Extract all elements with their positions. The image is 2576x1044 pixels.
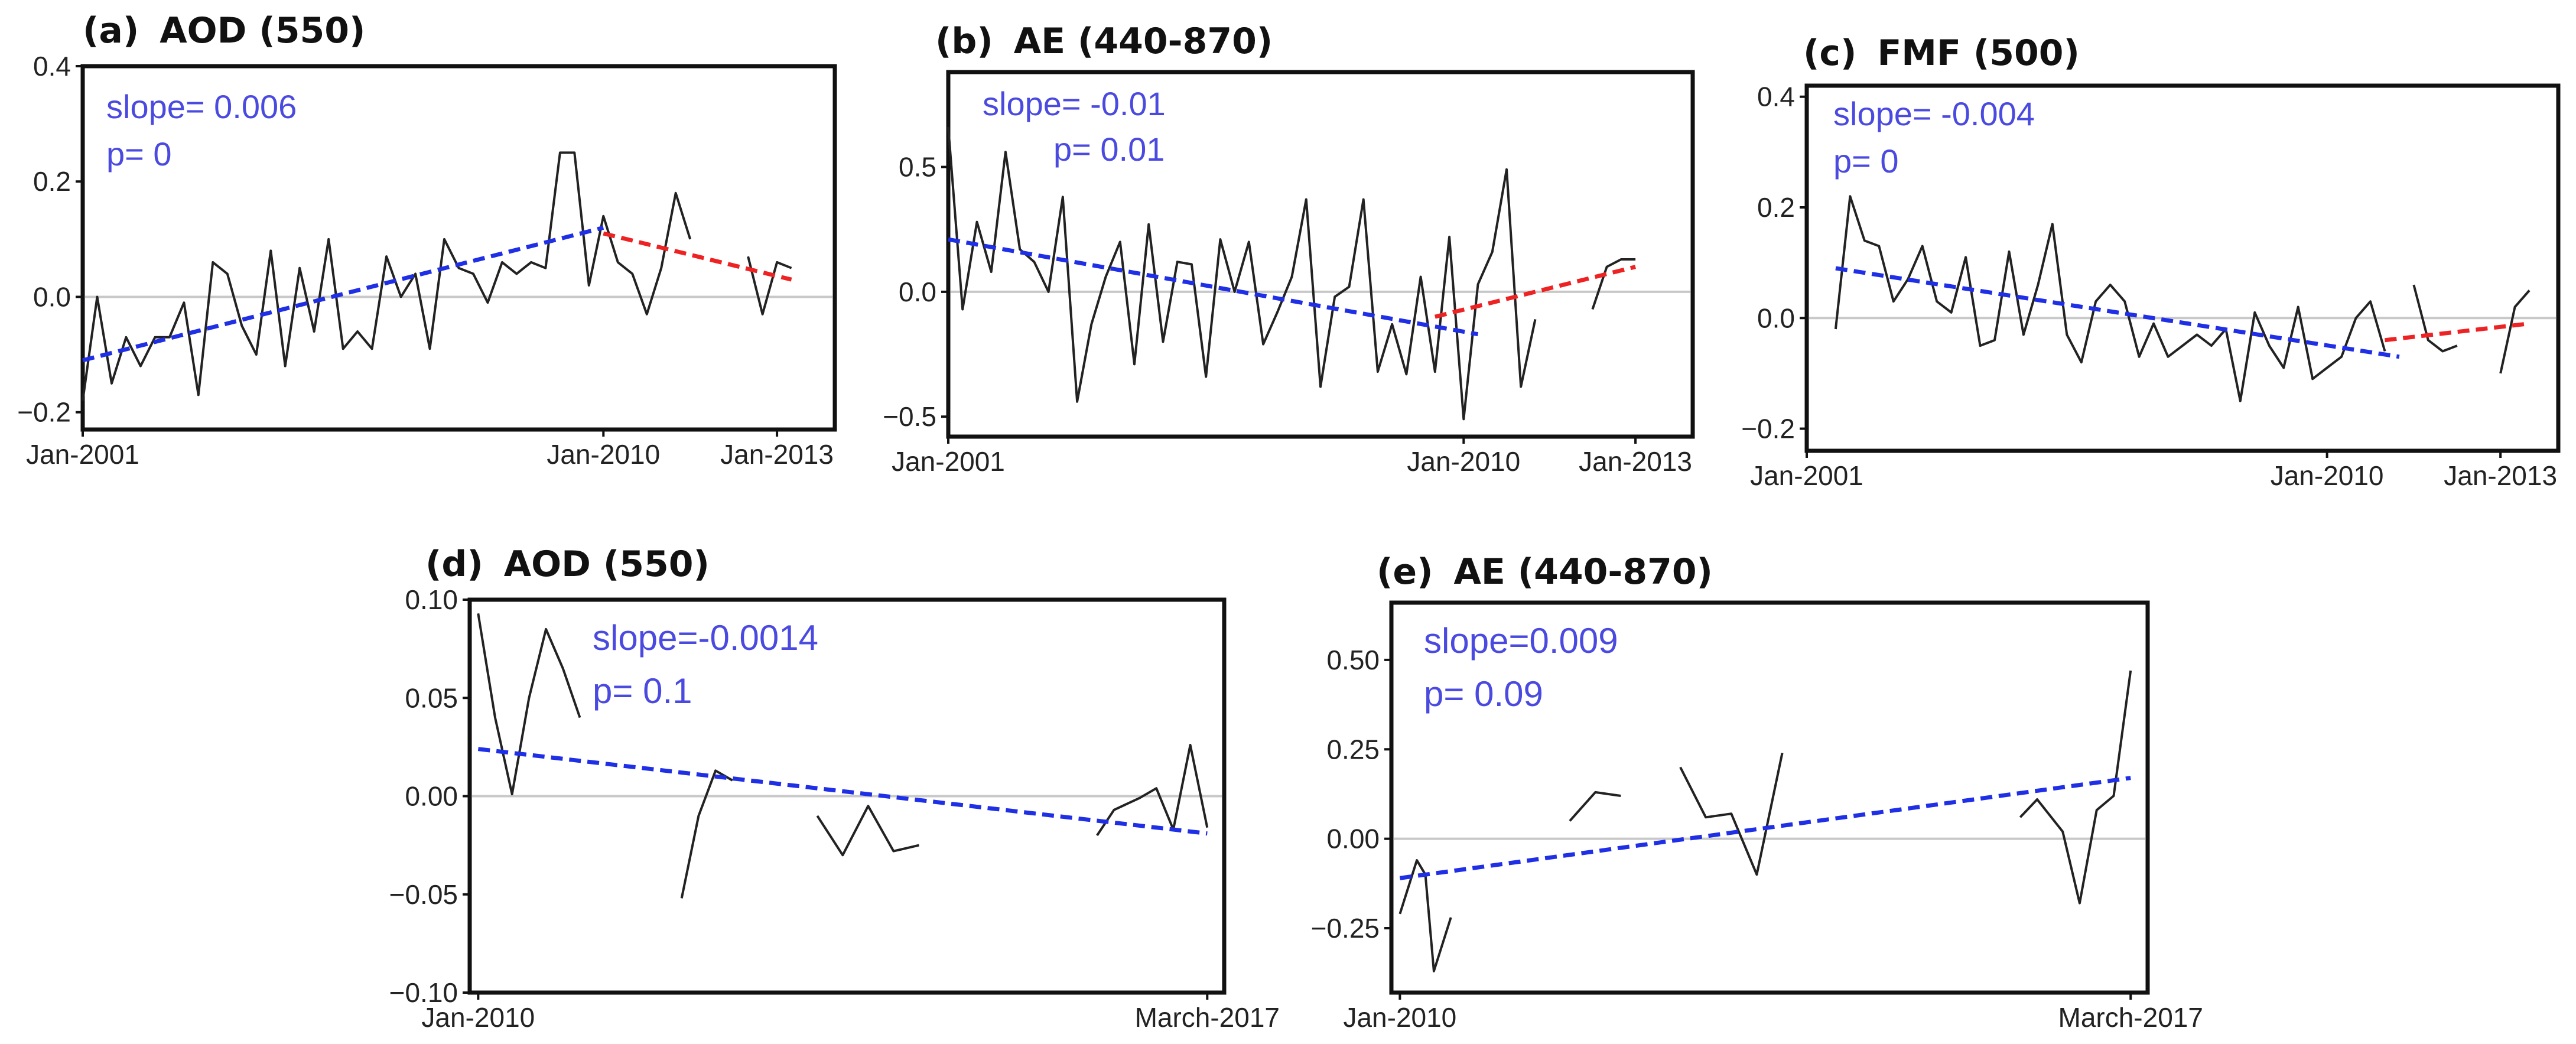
panel-d-ytick-label: 0.00 bbox=[405, 781, 458, 812]
panel-b-ae-440-870: (b) AE (440-870) −0.5 0.0 0.5 Jan-2001 Jan-2… bbox=[883, 21, 1695, 477]
panel-c-xtick-label: Jan-2010 bbox=[2271, 460, 2384, 491]
panel-a-ytick-label: 0.2 bbox=[33, 166, 71, 197]
panel-d-series-segment bbox=[477, 613, 581, 796]
panel-a-trend-line-trend2 bbox=[603, 231, 792, 282]
panel-c-ytick-label: 0.2 bbox=[1757, 192, 1795, 223]
panel-a-title: AOD (550) bbox=[160, 10, 365, 51]
panel-d-aod-550: (d) AOD (550) −0.10 −0.05 0.00 0.05 0.10 Jan-… bbox=[389, 544, 1280, 1033]
panel-c-ytick-label: −0.2 bbox=[1741, 414, 1795, 444]
panel-e-slope-annotation: slope=0.009 bbox=[1424, 621, 1618, 661]
panel-e-series-segment bbox=[1679, 752, 1784, 876]
panel-d-series-segment bbox=[680, 769, 733, 899]
panel-b-ytick-label: −0.5 bbox=[883, 401, 936, 432]
panel-d-xtick-label: March-2017 bbox=[1135, 1002, 1280, 1033]
panel-a-xtick-label: Jan-2010 bbox=[547, 439, 660, 470]
panel-c-slope-annotation: slope= -0.004 bbox=[1833, 95, 2035, 132]
panel-e-p-annotation: p= 0.09 bbox=[1424, 674, 1543, 714]
panel-d-slope-annotation: slope=-0.0014 bbox=[593, 618, 818, 658]
panel-a-letter: (a) bbox=[83, 10, 139, 51]
panel-b-frame bbox=[946, 70, 1695, 439]
panel-d-ytick-label: 0.05 bbox=[405, 682, 458, 713]
panel-d-ytick-label: −0.05 bbox=[389, 879, 458, 910]
panel-b-trend-line-trend1 bbox=[948, 237, 1479, 337]
panel-a-series-segment bbox=[747, 256, 792, 316]
panel-e-ytick-label: 0.00 bbox=[1326, 824, 1380, 854]
panel-e-series-segment bbox=[1569, 791, 1621, 822]
panel-a-series-segment bbox=[82, 151, 692, 401]
panel-a-trend-line-trend1 bbox=[82, 225, 604, 363]
panel-d-ytick-label: −0.10 bbox=[389, 977, 458, 1008]
panel-a-frame bbox=[80, 64, 837, 432]
panel-e-ae-440-870: (e) AE (440-870) −0.25 0.00 0.25 0.50 Jan-20… bbox=[1311, 551, 2203, 1033]
panel-c-title: FMF (500) bbox=[1877, 32, 2080, 74]
panel-e-xtick-label: Jan-2010 bbox=[1343, 1002, 1456, 1033]
panel-e-series-segment bbox=[2019, 670, 2132, 905]
panel-a-ytick-label: −0.2 bbox=[17, 397, 71, 428]
panel-d-title: AOD (550) bbox=[504, 544, 710, 585]
svg-text:(b) AE (440-870): (b) AE (440-870) bbox=[935, 21, 1273, 62]
panel-b-xtick-label: Jan-2010 bbox=[1407, 446, 1520, 477]
panel-d-ytick-label: 0.10 bbox=[405, 584, 458, 615]
panel-e-ytick-label: 0.25 bbox=[1326, 734, 1380, 765]
panel-a-marks: −0.2 0.0 0.2 0.4 Jan-2001 Jan-2010 Jan-2013 bbox=[17, 51, 834, 470]
panel-c-letter: (c) bbox=[1803, 32, 1856, 74]
panel-d-series-segment bbox=[816, 805, 919, 857]
panel-c-frame bbox=[1804, 83, 2561, 453]
panel-d-series-segment bbox=[1096, 744, 1209, 837]
panel-e-frame bbox=[1389, 600, 2150, 995]
panel-e-trend-line-trend1 bbox=[1399, 776, 2131, 880]
panel-b-trend-line-trend2 bbox=[1435, 265, 1636, 319]
panel-c-ytick-label: 0.4 bbox=[1757, 82, 1795, 112]
panel-b-marks: −0.5 0.0 0.5 Jan-2001 Jan-2010 Jan-2013 bbox=[883, 126, 1692, 477]
panel-a-xtick-label: Jan-2013 bbox=[720, 439, 834, 470]
panel-b-series-segment bbox=[947, 126, 1537, 421]
panel-e-marks: −0.25 0.00 0.25 0.50 Jan-2010 March-2017 bbox=[1311, 645, 2203, 1033]
panel-c-trend-line-trend1 bbox=[1835, 266, 2400, 359]
panel-b-xtick-label: Jan-2013 bbox=[1579, 446, 1692, 477]
panel-b-ytick-label: 0.0 bbox=[899, 277, 936, 307]
panel-d-letter: (d) bbox=[425, 544, 483, 585]
panel-b-p-annotation: p= 0.01 bbox=[1053, 131, 1165, 168]
panel-a-xtick-label: Jan-2001 bbox=[26, 439, 139, 470]
panel-e-ytick-label: 0.50 bbox=[1326, 645, 1380, 675]
panel-a-aod-550: (a) AOD (550) −0.2 0.0 0.2 0.4 Jan-2001 Jan-2… bbox=[17, 10, 837, 470]
panel-c-trend-line-trend2 bbox=[2385, 321, 2530, 343]
panel-c-fmf-500: (c) FMF (500) −0.2 0.0 0.2 0.4 Jan-2001 Jan-2… bbox=[1741, 32, 2561, 491]
panel-a-p-annotation: p= 0 bbox=[106, 135, 172, 173]
panel-b-title: AE (440-870) bbox=[1014, 21, 1273, 62]
panel-d-p-annotation: p= 0.1 bbox=[593, 671, 692, 711]
panel-b-slope-annotation: slope= -0.01 bbox=[983, 85, 1166, 122]
panel-b-ytick-label: 0.5 bbox=[899, 152, 936, 183]
panel-c-xtick-label: Jan-2013 bbox=[2444, 460, 2557, 491]
panel-c-xtick-label: Jan-2001 bbox=[1750, 460, 1863, 491]
panel-c-marks: −0.2 0.0 0.2 0.4 Jan-2001 Jan-2010 Jan-2013 bbox=[1741, 82, 2557, 491]
panel-c-ytick-label: 0.0 bbox=[1757, 303, 1795, 333]
panel-c-series-segment bbox=[2499, 290, 2531, 374]
panel-d-marks: −0.10 −0.05 0.00 0.05 0.10 Jan-2010 March-2017 bbox=[389, 584, 1280, 1033]
panel-d-xtick-label: Jan-2010 bbox=[421, 1002, 535, 1033]
panel-a-slope-annotation: slope= 0.006 bbox=[106, 88, 297, 125]
panel-e-title: AE (440-870) bbox=[1453, 551, 1713, 593]
panel-c-series-segment bbox=[1834, 195, 2386, 402]
panel-e-xtick-label: March-2017 bbox=[2058, 1002, 2203, 1033]
svg-text:(e) AE (440-870): (e) AE (440-870) bbox=[1377, 551, 1713, 593]
panel-d-trend-line-trend1 bbox=[477, 747, 1208, 836]
panel-c-series-segment bbox=[2412, 284, 2458, 353]
panel-b-xtick-label: Jan-2001 bbox=[892, 446, 1005, 477]
svg-text:(a) AOD (550): (a) AOD (550) bbox=[83, 10, 365, 51]
panel-e-letter: (e) bbox=[1377, 551, 1433, 593]
svg-text:(c) FMF (500): (c) FMF (500) bbox=[1803, 32, 2080, 74]
svg-text:(d) AOD (550): (d) AOD (550) bbox=[425, 544, 710, 585]
panel-c-p-annotation: p= 0 bbox=[1833, 142, 1899, 180]
panel-a-ytick-label: 0.4 bbox=[33, 51, 71, 82]
panel-a-ytick-label: 0.0 bbox=[33, 281, 71, 312]
panel-e-ytick-label: −0.25 bbox=[1311, 913, 1380, 944]
panel-b-letter: (b) bbox=[935, 21, 993, 62]
panel-b-series-segment bbox=[1591, 258, 1636, 310]
